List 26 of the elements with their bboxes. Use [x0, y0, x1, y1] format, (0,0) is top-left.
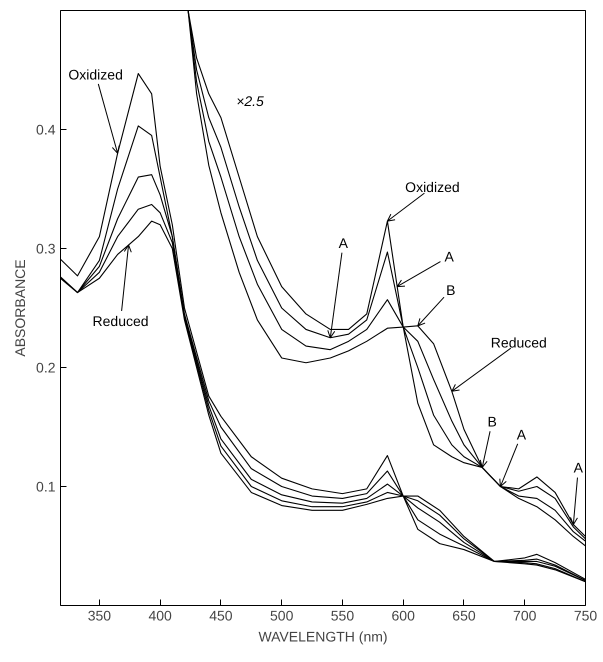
x-tick-label: 650 — [452, 608, 476, 624]
y-tick-label: 0.1 — [36, 478, 56, 494]
annotation: A — [444, 248, 454, 265]
annotation: Reduced — [490, 334, 547, 350]
y-tick-label: 0.2 — [36, 360, 56, 376]
x-tick-label: 450 — [209, 608, 233, 624]
x-tick-label: 750 — [574, 608, 598, 624]
annotation: Reduced — [92, 312, 149, 329]
x-axis-title: WAVELENGTH (nm) — [258, 628, 388, 644]
y-tick-label: 0.4 — [36, 122, 56, 138]
annotation: A — [338, 234, 349, 251]
annotation: A — [516, 426, 527, 442]
x-tick-label: 600 — [392, 608, 416, 624]
annotation: B — [488, 413, 497, 430]
annotation: ×2.5 — [236, 92, 264, 109]
y-axis-title: ABSORBANCE — [12, 259, 28, 357]
annotation: Oxidized — [68, 66, 123, 82]
annotation: A — [574, 460, 584, 476]
x-tick-label: 700 — [513, 608, 537, 624]
x-tick-label: 500 — [270, 608, 294, 624]
annotation: Oxidized — [405, 179, 460, 196]
annotation: B — [446, 282, 456, 298]
x-tick-label: 400 — [148, 608, 172, 624]
y-tick-label: 0.3 — [36, 240, 56, 256]
x-tick-label: 350 — [88, 608, 112, 624]
x-tick-label: 550 — [330, 608, 354, 624]
